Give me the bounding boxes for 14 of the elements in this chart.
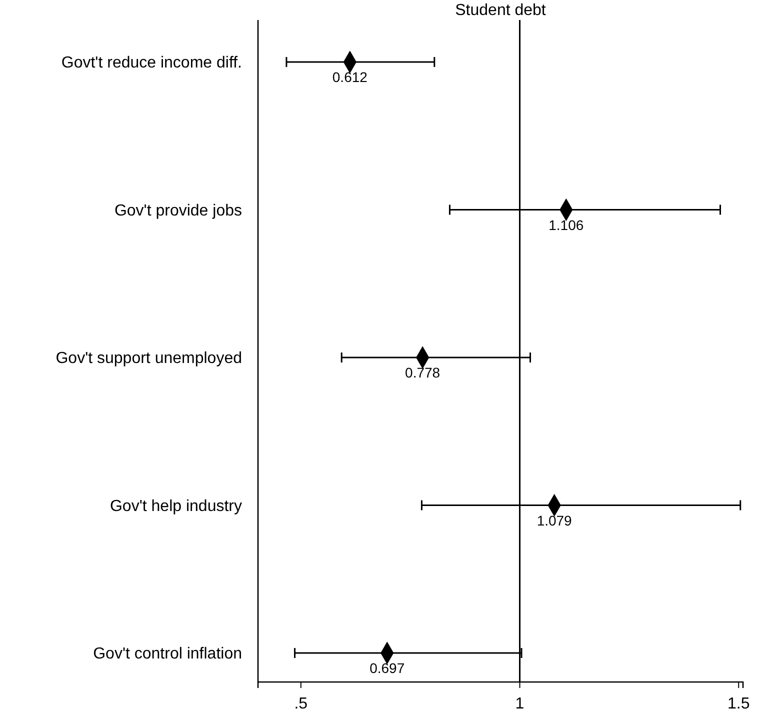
y-tick-label: Gov't support unemployed: [56, 350, 242, 368]
y-tick-label: Gov't control inflation: [93, 646, 242, 663]
chart-title: Student debt: [455, 2, 546, 19]
data-label: 1.106: [548, 216, 584, 233]
data-label: 0.697: [370, 660, 405, 676]
y-tick-label: Gov't help industry: [110, 498, 242, 515]
x-tick-label: 1: [515, 696, 524, 713]
x-tick-label: 1.5: [728, 696, 750, 713]
x-tick-label: .5: [294, 696, 308, 713]
data-label: 0.612: [332, 69, 368, 85]
data-label: 0.778: [405, 364, 440, 380]
y-tick-label: Govt't reduce income diff.: [61, 54, 242, 72]
y-tick-label: Gov't provide jobs: [114, 202, 242, 220]
data-label: 1.079: [536, 512, 572, 528]
